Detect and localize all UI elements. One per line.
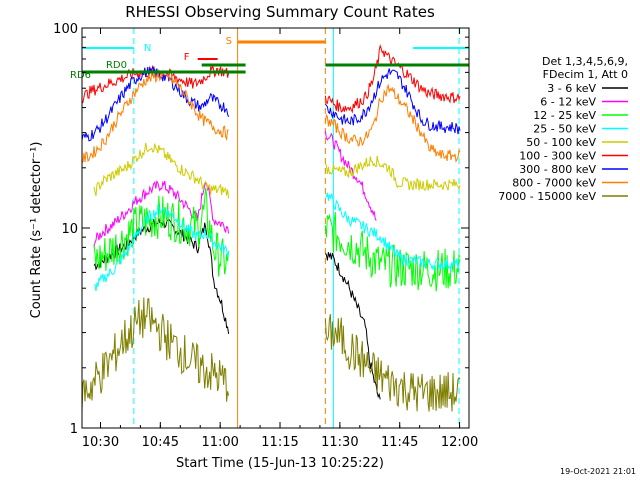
legend-entry-label: 50 - 100 keV bbox=[526, 136, 596, 149]
night-label: N bbox=[144, 43, 151, 54]
timestamp: 19-Oct-2021 21:01 bbox=[560, 467, 636, 476]
x-tick-label: 11:45 bbox=[381, 435, 418, 450]
legend-entry-label: 300 - 800 keV bbox=[519, 163, 596, 176]
saa-label: S bbox=[226, 36, 232, 47]
series-line bbox=[93, 204, 230, 292]
plot-area: N F S RD0 RD6 bbox=[70, 28, 469, 428]
x-tick-label: 12:00 bbox=[441, 435, 478, 450]
legend-entry-label: 100 - 300 keV bbox=[519, 150, 596, 163]
series-line bbox=[81, 297, 230, 412]
legend-entry-label: 3 - 6 keV bbox=[547, 82, 596, 95]
y-axis: 1 10 100 bbox=[53, 22, 469, 437]
y-tick-label: 10 bbox=[61, 222, 78, 237]
series-line bbox=[81, 69, 229, 163]
legend-entry-label: 800 - 7000 keV bbox=[512, 177, 596, 190]
series-line bbox=[324, 83, 461, 163]
legend-header-2: FDecim 1, Att 0 bbox=[543, 68, 628, 81]
rd0-label: RD0 bbox=[106, 60, 127, 71]
legend-entry-label: 6 - 12 keV bbox=[540, 96, 596, 109]
y-tick-label: 1 bbox=[70, 422, 78, 437]
series-line bbox=[93, 187, 230, 277]
legend-entry-label: 7000 - 15000 keV bbox=[498, 190, 596, 203]
legend-entry-label: 25 - 50 keV bbox=[533, 123, 596, 136]
legend-entry-label: 12 - 25 keV bbox=[533, 109, 596, 122]
rd6-label: RD6 bbox=[70, 70, 91, 81]
x-tick-label: 11:15 bbox=[261, 435, 298, 450]
x-tick-label: 10:45 bbox=[142, 435, 179, 450]
y-axis-label: Count Rate (s⁻¹ detector⁻¹) bbox=[29, 142, 44, 319]
legend: Det 1,3,4,5,6,9, FDecim 1, Att 0 3 - 6 k… bbox=[498, 55, 628, 203]
x-axis-label: Start Time (15-Jun-13 10:25:22) bbox=[176, 456, 384, 471]
series-line bbox=[324, 252, 381, 400]
series-line bbox=[324, 68, 461, 135]
series-line bbox=[324, 43, 461, 114]
y-tick-label: 100 bbox=[53, 22, 78, 37]
x-axis: 10:30 10:45 11:00 11:15 11:30 11:45 12:00 bbox=[82, 28, 478, 450]
chart-title: RHESSI Observing Summary Count Rates bbox=[125, 3, 435, 21]
series-line bbox=[324, 314, 461, 412]
series-line bbox=[325, 192, 461, 272]
series-line bbox=[324, 211, 461, 292]
x-tick-label: 10:30 bbox=[82, 435, 119, 450]
x-tick-label: 11:00 bbox=[201, 435, 238, 450]
x-tick-label: 11:30 bbox=[321, 435, 358, 450]
legend-header-1: Det 1,3,4,5,6,9, bbox=[542, 55, 628, 68]
series-line bbox=[93, 142, 230, 199]
flare-label: F bbox=[184, 52, 190, 63]
series-line bbox=[325, 155, 461, 191]
